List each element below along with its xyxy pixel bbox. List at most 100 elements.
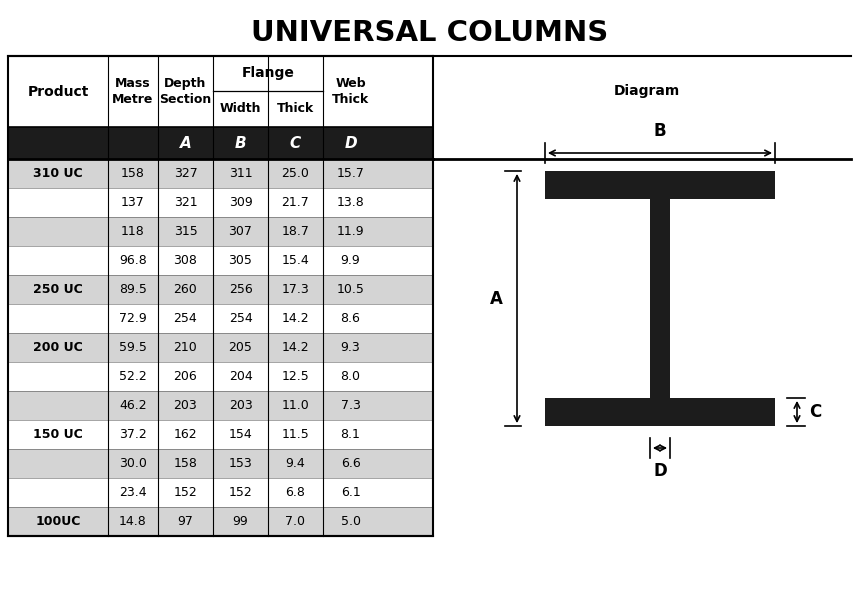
Text: 152: 152	[229, 486, 252, 499]
Text: 14.8: 14.8	[119, 515, 147, 528]
Text: 21.7: 21.7	[282, 196, 309, 209]
Text: 11.5: 11.5	[282, 428, 309, 441]
Text: Flange: Flange	[242, 67, 294, 80]
Text: D: D	[653, 462, 667, 480]
Bar	[8, 333, 433, 362]
Text: 52.2: 52.2	[119, 370, 147, 383]
Text: 158: 158	[174, 457, 197, 470]
Text: A: A	[490, 290, 503, 307]
Text: 203: 203	[174, 399, 197, 412]
Bar	[8, 449, 433, 478]
Text: 150 UC: 150 UC	[33, 428, 83, 441]
Text: 59.5: 59.5	[119, 341, 147, 354]
Text: 6.6: 6.6	[341, 457, 361, 470]
Text: 256: 256	[229, 283, 252, 296]
Text: 11.9: 11.9	[337, 225, 364, 238]
Text: 13.8: 13.8	[337, 196, 364, 209]
Bar	[8, 507, 433, 536]
Text: 46.2: 46.2	[119, 399, 147, 412]
Bar	[8, 362, 433, 391]
Bar	[650, 199, 670, 398]
Bar	[8, 246, 433, 275]
Text: 17.3: 17.3	[282, 283, 309, 296]
Bar	[8, 56, 433, 127]
Text: 100UC: 100UC	[35, 515, 81, 528]
Text: 8.1: 8.1	[341, 428, 361, 441]
Text: Mass
Metre: Mass Metre	[112, 77, 153, 106]
Bar	[8, 159, 433, 188]
Bar	[8, 420, 433, 449]
Text: 153: 153	[229, 457, 252, 470]
Text: 315: 315	[174, 225, 197, 238]
Text: C: C	[290, 135, 301, 151]
Text: 158: 158	[121, 167, 145, 180]
Text: 5.0: 5.0	[340, 515, 361, 528]
Text: 30.0: 30.0	[119, 457, 147, 470]
Text: 137: 137	[121, 196, 145, 209]
Text: 14.2: 14.2	[282, 341, 309, 354]
Text: 23.4: 23.4	[119, 486, 147, 499]
Text: 9.9: 9.9	[341, 254, 361, 267]
Text: 11.0: 11.0	[282, 399, 309, 412]
Text: 9.4: 9.4	[286, 457, 306, 470]
Text: 206: 206	[174, 370, 197, 383]
Text: Thick: Thick	[277, 102, 314, 115]
Text: 15.4: 15.4	[282, 254, 309, 267]
Text: 6.1: 6.1	[341, 486, 361, 499]
Bar	[8, 391, 433, 420]
Text: 25.0: 25.0	[282, 167, 309, 180]
Text: 8.0: 8.0	[340, 370, 361, 383]
Text: 89.5: 89.5	[119, 283, 147, 296]
Text: 210: 210	[174, 341, 197, 354]
Bar	[8, 275, 433, 304]
Text: 6.8: 6.8	[286, 486, 306, 499]
Bar	[8, 478, 433, 507]
Text: 10.5: 10.5	[337, 283, 364, 296]
Bar	[545, 171, 775, 199]
Bar	[8, 304, 433, 333]
Text: Depth
Section: Depth Section	[159, 77, 212, 106]
Text: 254: 254	[229, 312, 252, 325]
Text: 7.0: 7.0	[286, 515, 306, 528]
Text: 154: 154	[229, 428, 252, 441]
Text: 310 UC: 310 UC	[34, 167, 83, 180]
Text: 309: 309	[229, 196, 252, 209]
Text: 99: 99	[232, 515, 248, 528]
Text: 250 UC: 250 UC	[33, 283, 83, 296]
Text: Web
Thick: Web Thick	[331, 77, 369, 106]
Text: 18.7: 18.7	[282, 225, 309, 238]
Text: 311: 311	[229, 167, 252, 180]
Text: 37.2: 37.2	[119, 428, 147, 441]
Bar	[8, 127, 433, 159]
Text: B: B	[653, 122, 666, 140]
Text: 152: 152	[174, 486, 197, 499]
Text: 321: 321	[174, 196, 197, 209]
Bar	[545, 398, 775, 426]
Bar	[8, 188, 433, 217]
Text: 162: 162	[174, 428, 197, 441]
Text: 15.7: 15.7	[337, 167, 364, 180]
Text: Diagram: Diagram	[614, 85, 680, 99]
Text: 305: 305	[228, 254, 252, 267]
Text: 72.9: 72.9	[119, 312, 147, 325]
Text: 260: 260	[174, 283, 197, 296]
Text: 203: 203	[229, 399, 252, 412]
Text: 8.6: 8.6	[341, 312, 361, 325]
Text: 200 UC: 200 UC	[33, 341, 83, 354]
Text: C: C	[809, 403, 821, 421]
Text: 205: 205	[228, 341, 252, 354]
Text: 12.5: 12.5	[282, 370, 309, 383]
Text: Width: Width	[220, 102, 261, 115]
Text: B: B	[235, 135, 246, 151]
Text: 9.3: 9.3	[341, 341, 361, 354]
Text: D: D	[344, 135, 356, 151]
Text: A: A	[180, 135, 191, 151]
Text: 307: 307	[228, 225, 252, 238]
Text: 254: 254	[174, 312, 197, 325]
Bar	[8, 217, 433, 246]
Text: 204: 204	[229, 370, 252, 383]
Text: 14.2: 14.2	[282, 312, 309, 325]
Text: 97: 97	[177, 515, 194, 528]
Text: 118: 118	[121, 225, 145, 238]
Text: Product: Product	[28, 85, 89, 99]
